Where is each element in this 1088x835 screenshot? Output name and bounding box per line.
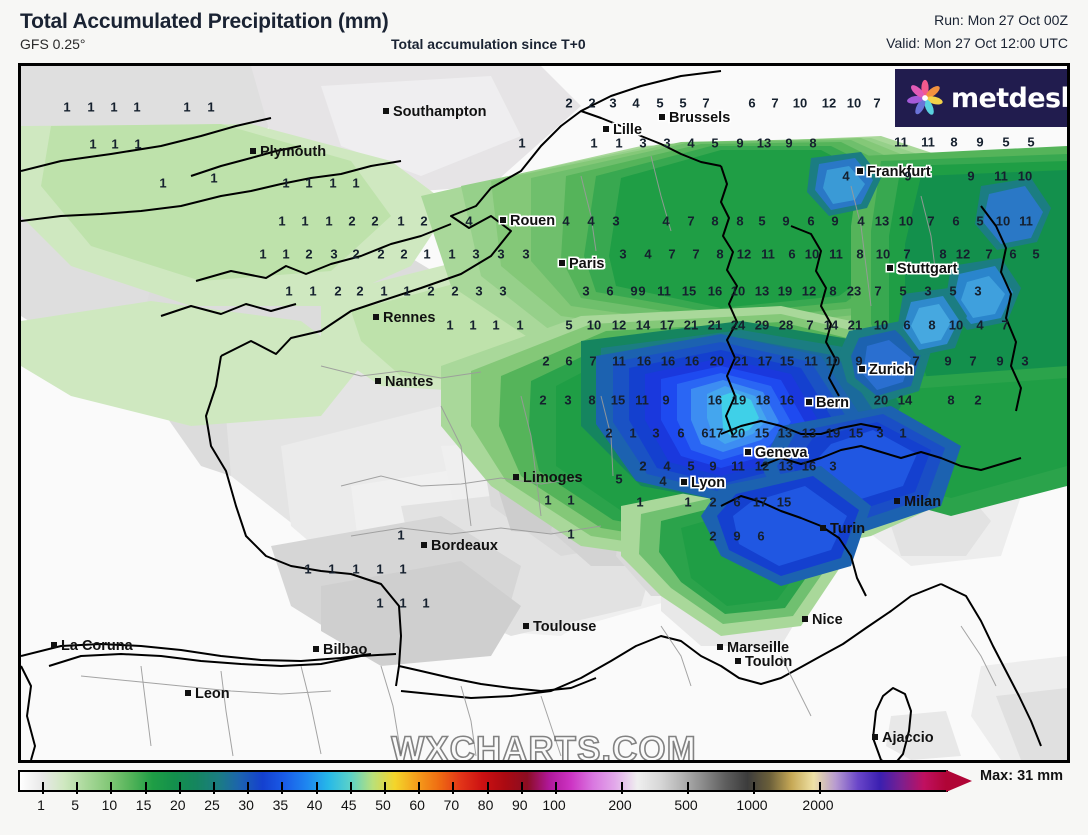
colorbar-tick-label: 200 [608,797,632,813]
pinwheel-icon [907,79,943,115]
colorbar-tick [687,782,689,794]
precipitation-field [21,66,1067,760]
colorbar-tick [621,782,623,794]
colorbar-tick-label: 15 [135,797,152,813]
colorbar-tick-label: 70 [443,797,460,813]
colorbar-tick [520,782,523,794]
colorbar-gradient [20,772,946,790]
colorbar-tick-label: 100 [542,797,566,813]
valid-timestamp: Valid: Mon 27 Oct 12:00 UTC [886,35,1068,51]
colorbar-tick [418,782,421,794]
colorbar-tick-label: 80 [477,797,494,813]
colorbar-tick [144,782,147,794]
colorbar-tick-label: 50 [375,797,391,813]
colorbar-tick-label: 40 [306,797,323,813]
colorbar-tick-label: 1000 [736,797,768,813]
model-label: GFS 0.25° [20,36,86,52]
colorbar-tick [349,782,352,794]
colorbar-tick [178,782,181,794]
colorbar-tick-label: 5 [71,797,80,813]
colorbar-tick [486,782,489,794]
colorbar-tick [213,782,215,794]
colorbar-max-label: Max: 31 mm [980,768,1064,784]
colorbar-tick-label: 25 [204,797,220,813]
colorbar-body [18,770,948,794]
logo-wordmark: metdesk [951,82,1070,114]
colorbar-arrow [946,770,972,792]
run-timestamp: Run: Mon 27 Oct 00Z [934,12,1068,28]
colorbar-tick-label: 20 [170,797,186,813]
metdesk-logo[interactable]: metdesk [895,69,1067,127]
colorbar-tick [281,782,284,794]
page-title: Total Accumulated Precipitation (mm) [20,10,389,33]
chart-header: Total Accumulated Precipitation (mm) GFS… [0,0,1088,58]
map-canvas [21,66,1067,760]
colorbar-tick-label: 10 [101,797,118,813]
colorbar-tick-label: 35 [272,797,289,813]
colorbar-tick [753,782,755,794]
colorbar-tick-label: 30 [238,797,254,813]
map-frame[interactable]: Southampton Plymouth Brussels Lille Frankfur… [18,63,1070,763]
colorbar-tick-label: 90 [512,797,528,813]
colorbar-tick [42,782,44,794]
colorbar: Max: 31 mm 1 5 10 15 20 25 30 35 40 45 50 60 70 80 90 1… [18,768,1070,830]
colorbar-tick [315,782,318,794]
colorbar-tick [384,782,386,794]
colorbar-tick [452,782,455,794]
colorbar-tick [819,782,821,794]
colorbar-tick-label: 500 [674,797,698,813]
colorbar-tick-label: 1 [37,797,45,813]
colorbar-tick [110,782,113,794]
colorbar-tick [247,782,250,794]
accumulation-subtitle: Total accumulation since T+0 [391,36,586,52]
colorbar-tick-label: 2000 [802,797,834,813]
colorbar-tick [76,782,79,794]
colorbar-tick-label: 45 [341,797,357,813]
colorbar-tick-label: 60 [409,797,425,813]
colorbar-tick [555,782,557,794]
